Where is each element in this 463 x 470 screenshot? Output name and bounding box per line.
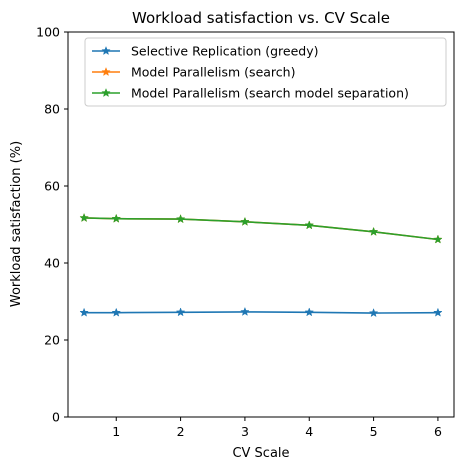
y-axis-label: Workload satisfaction (%) [9,141,24,307]
x-tick-label: 2 [177,424,185,439]
x-tick-label: 4 [305,424,313,439]
series-2-point [304,220,315,230]
legend-label-1: Model Parallelism (search) [131,65,295,80]
series-0-point [240,306,250,316]
legend: Selective Replication (greedy) Model Para… [84,37,447,107]
legend-marker-0 [101,45,111,56]
series-2-point [79,212,89,223]
y-tick-label: 100 [36,25,60,40]
y-tick-label: 60 [44,179,60,194]
legend-label-0: Selective Replication (greedy) [131,44,319,59]
series-0-point [111,307,122,317]
y-tick-label: 80 [44,102,60,117]
x-tick-label: 6 [434,424,442,439]
series-0-point [433,307,443,317]
y-tick-label: 40 [44,256,60,271]
series-2-point [111,213,122,223]
series-0-point [175,307,186,317]
series-0-point [79,307,89,317]
chart-title: Workload satisfaction vs. CV Scale [132,9,390,27]
series-line-2 [84,217,439,241]
axes-frame [67,31,455,418]
series-2-point [368,226,379,236]
series-line-0 [84,311,438,314]
legend-frame [84,37,447,107]
series-2-point [175,214,186,224]
series-line-1 [84,217,439,241]
series-2-point [433,234,443,244]
y-tick-label: 0 [52,410,60,425]
series-0-point [368,308,379,318]
x-axis-label: CV Scale [232,446,289,461]
legend-label-2: Model Parallelism (search model separati… [131,86,409,101]
x-tick-label: 5 [370,424,378,439]
legend-marker-1 [101,66,111,77]
x-tick-label: 1 [112,424,120,439]
x-tick-label: 3 [241,424,249,439]
series-2-point [240,216,250,226]
series-0-point [304,307,315,317]
legend-marker-2 [101,87,111,98]
y-tick-label: 20 [44,333,60,348]
